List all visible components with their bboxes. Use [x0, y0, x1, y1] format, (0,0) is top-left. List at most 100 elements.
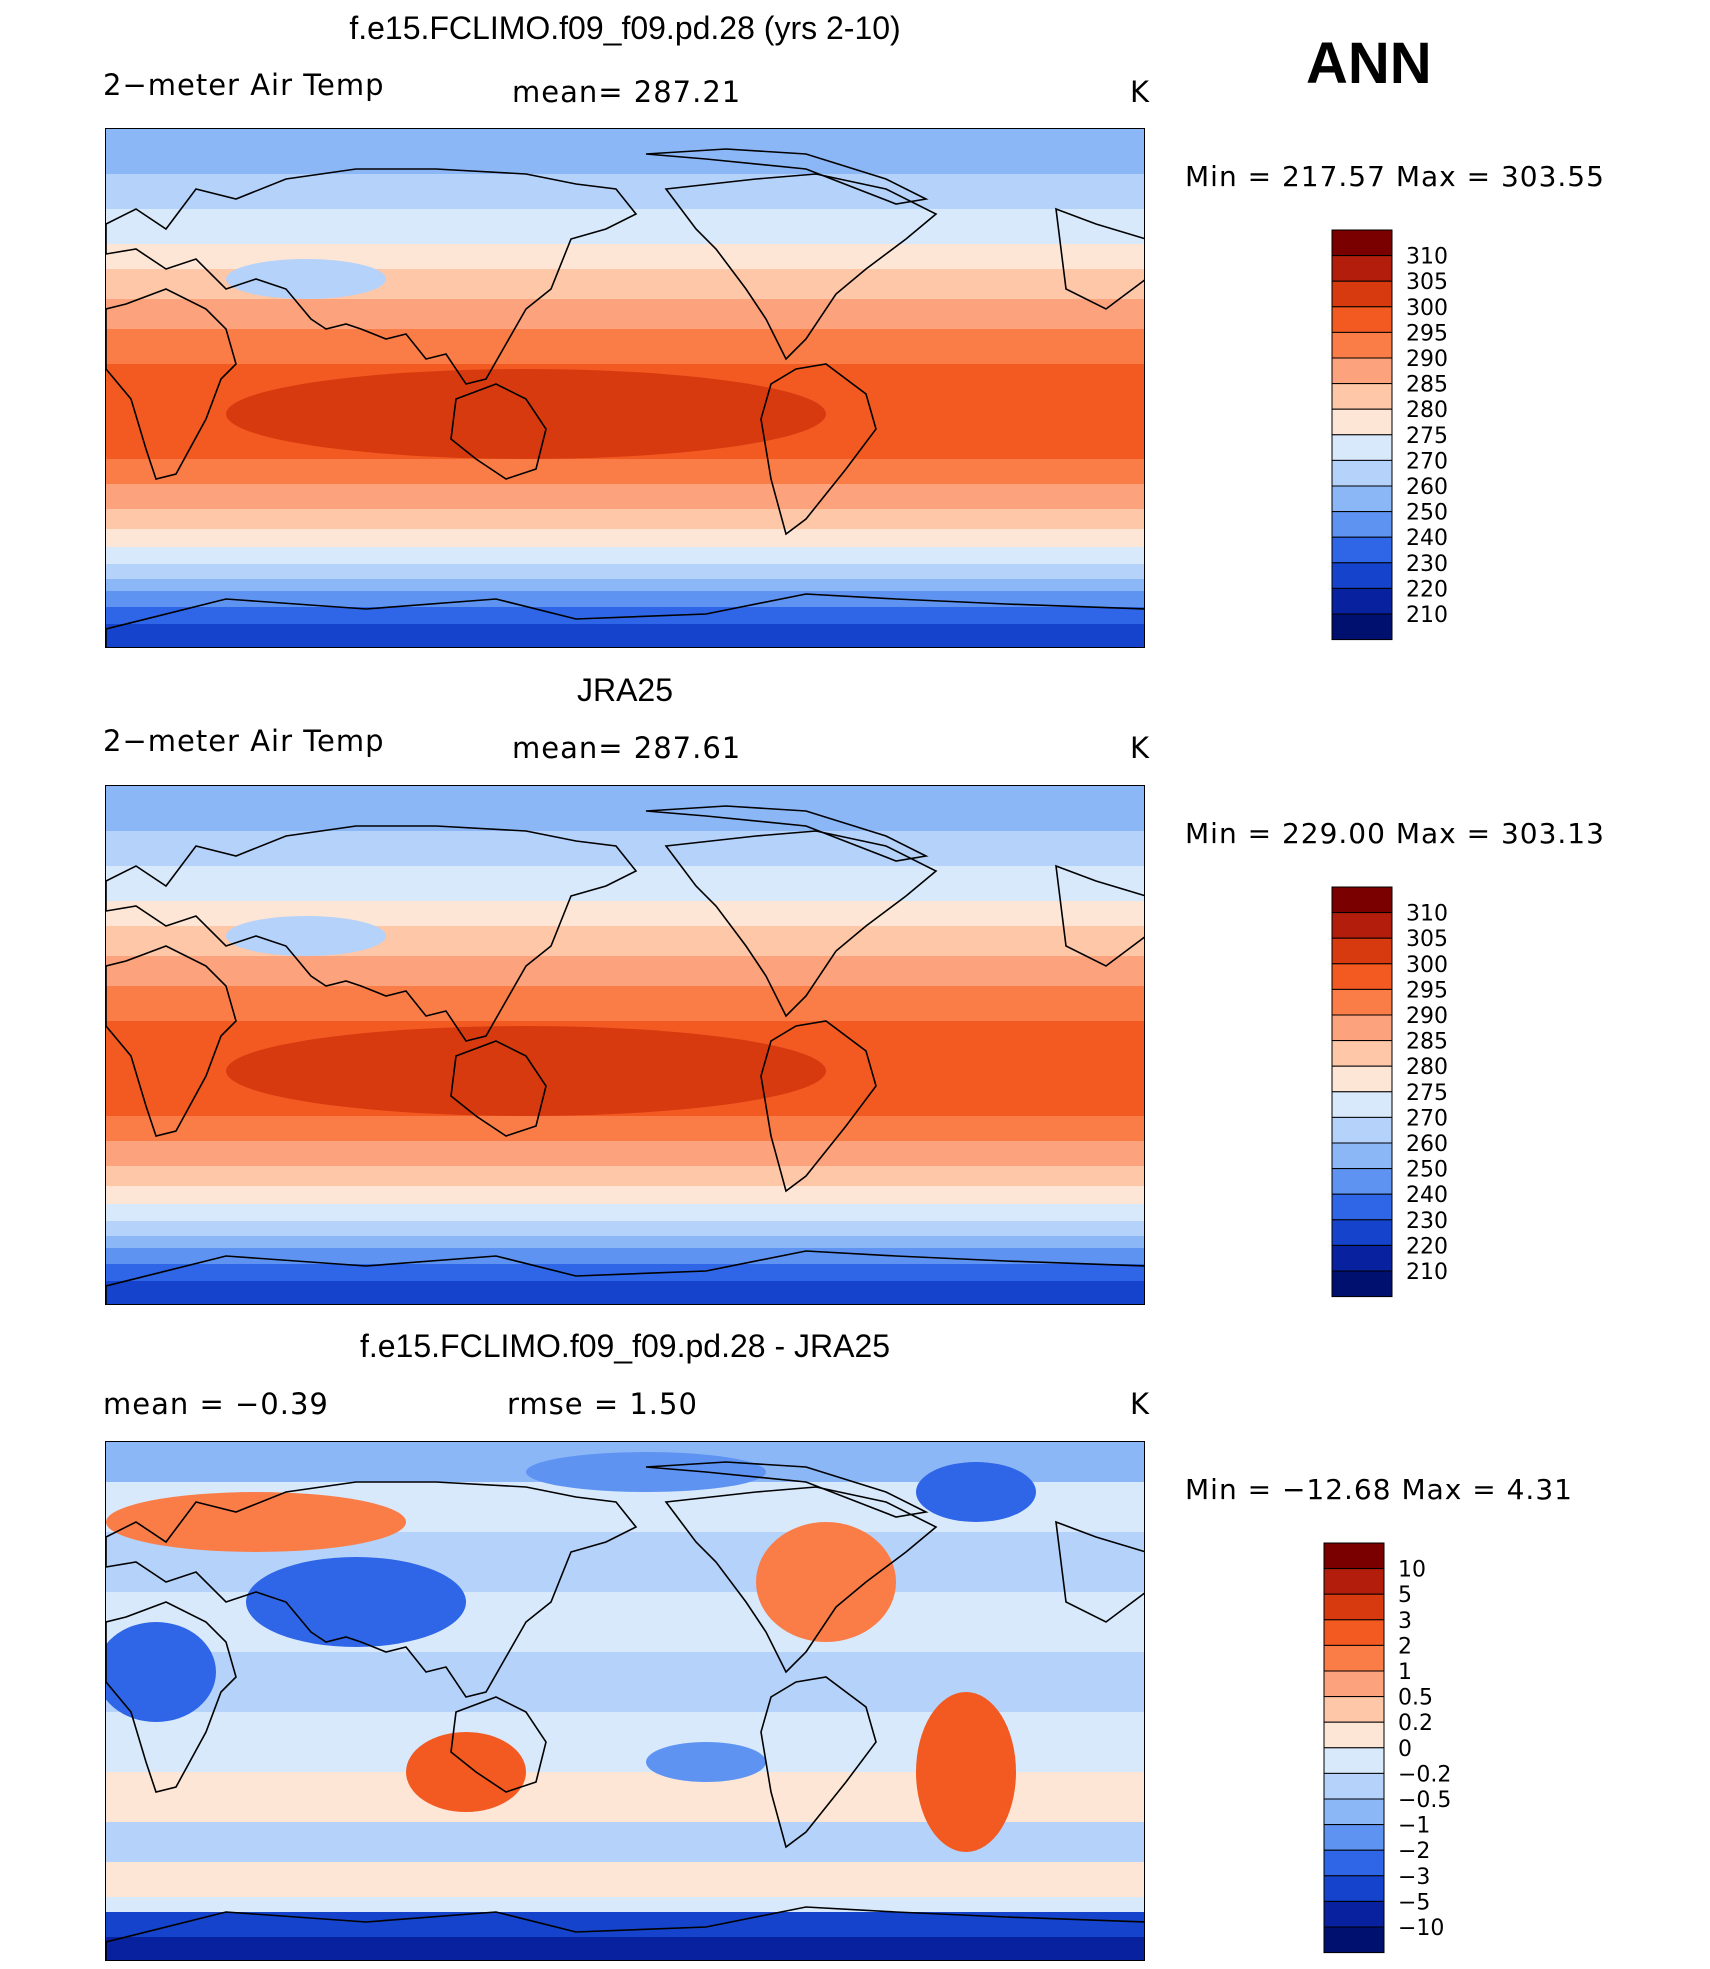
field-band — [106, 1897, 1144, 1913]
coastline-4 — [760, 1020, 877, 1193]
field-band — [106, 484, 1144, 510]
season-label: ANN — [1306, 31, 1432, 96]
colorbar-tick-label: 260 — [1406, 1132, 1448, 1157]
field-band — [106, 529, 1144, 548]
map-obs-field — [106, 786, 1144, 1304]
field-band — [106, 866, 1144, 902]
colorbar-tick-label: 1 — [1398, 1660, 1412, 1685]
colorbar-obs: 310 305 300 295 290 285 280 275 270 260 250 240 230 2… — [1330, 885, 1490, 1298]
colorbar-swatch — [1331, 886, 1393, 914]
colorbar-tick-label: 0 — [1398, 1737, 1412, 1762]
field-band — [106, 1141, 1144, 1167]
anomaly-blob — [646, 1742, 766, 1782]
coastline-2 — [450, 1040, 547, 1137]
colorbar-tick-label: 3 — [1398, 1609, 1412, 1634]
colorbar-swatch — [1323, 1900, 1385, 1928]
map-model-field — [106, 129, 1144, 647]
colorbar-swatch — [1323, 1772, 1385, 1800]
colorbar-tick-label: −0.5 — [1398, 1788, 1451, 1813]
colorbar-swatch — [1331, 963, 1393, 990]
colorbar-swatch — [1331, 1270, 1393, 1298]
field-band — [106, 1204, 1144, 1222]
field-band — [106, 299, 1144, 330]
coastline-1 — [106, 1601, 237, 1793]
colorbar-swatch — [1323, 1721, 1385, 1749]
field-band — [106, 956, 1144, 987]
colorbar-swatch — [1323, 1619, 1385, 1646]
colorbar-swatch — [1331, 280, 1393, 308]
field-band — [106, 1186, 1144, 1205]
colorbar-tick-label: 2 — [1398, 1634, 1412, 1659]
panel-units-label-model: K — [1130, 75, 1151, 109]
colorbar-swatch — [1331, 511, 1393, 538]
colorbar-swatch — [1323, 1542, 1385, 1570]
colorbar-swatch — [1331, 229, 1393, 257]
colorbar-tick-label: 295 — [1406, 321, 1448, 346]
field-band — [106, 786, 1144, 832]
field-band — [106, 1221, 1144, 1237]
colorbar-tick-label: 285 — [1406, 1030, 1448, 1055]
colorbar-swatch — [1331, 331, 1393, 359]
colorbar-tick-label: −1 — [1398, 1814, 1430, 1839]
anomaly-blob — [406, 1732, 526, 1812]
coastline-0 — [106, 825, 638, 1042]
anomaly-blob — [916, 1692, 1016, 1852]
colorbar-swatch — [1331, 408, 1393, 436]
colorbar-swatch — [1331, 1193, 1393, 1221]
colorbar-swatch — [1331, 1040, 1393, 1067]
colorbar-tick-label: −10 — [1398, 1916, 1444, 1941]
field-band — [106, 986, 1144, 1022]
colorbar-swatch — [1331, 613, 1393, 641]
colorbar-tick-label: 240 — [1406, 1183, 1448, 1208]
panel-rmse-label-diff: rmse = 1.50 — [507, 1387, 698, 1421]
map-diff-field — [106, 1442, 1144, 1960]
colorbar-swatch — [1331, 937, 1393, 965]
colorbar-tick-label: 270 — [1406, 449, 1448, 474]
colorbar-tick-label: 250 — [1406, 1158, 1448, 1183]
minmax-model: Min = 217.57 Max = 303.55 — [1185, 160, 1605, 193]
panel-variable-label-obs: 2−meter Air Temp — [103, 724, 385, 758]
colorbar-tick-label: −5 — [1398, 1890, 1430, 1915]
colorbar-tick-label: 270 — [1406, 1106, 1448, 1131]
coastline-5 — [1055, 864, 1144, 967]
anomaly-blob — [106, 1492, 406, 1552]
colorbar-swatch — [1331, 562, 1393, 589]
coastline-7 — [106, 1250, 1144, 1304]
panel-title-model: f.e15.FCLIMO.f09_f09.pd.28 (yrs 2-10) — [349, 10, 901, 46]
field-band — [106, 1862, 1144, 1898]
colorbar-tick-label: 240 — [1406, 526, 1448, 551]
field-band — [106, 607, 1144, 625]
coastline-1 — [106, 945, 237, 1137]
colorbar-swatch — [1323, 1747, 1385, 1774]
coastline-6 — [645, 148, 929, 205]
field-band — [106, 1281, 1144, 1304]
field-band — [106, 1264, 1144, 1282]
coastline-7 — [106, 1906, 1144, 1960]
colorbar-tick-label: 220 — [1406, 577, 1448, 602]
colorbar-tick-label: 300 — [1406, 953, 1448, 978]
panel-units-label-obs: K — [1130, 731, 1151, 765]
minmax-obs: Min = 229.00 Max = 303.13 — [1185, 817, 1605, 850]
colorbar-swatch — [1331, 1168, 1393, 1195]
colorbar-swatch — [1331, 536, 1393, 564]
field-band — [106, 1116, 1144, 1142]
colorbar-swatch — [1331, 459, 1393, 487]
colorbar-swatch — [1331, 255, 1393, 282]
field-band — [106, 579, 1144, 592]
colorbar-tick-label: 10 — [1398, 1558, 1426, 1583]
colorbar-tick-label: 310 — [1406, 902, 1448, 927]
map-obs — [105, 785, 1145, 1305]
coastline-6 — [645, 1461, 929, 1518]
field-band — [106, 1937, 1144, 1960]
colorbar-tick-label: −0.2 — [1398, 1762, 1451, 1787]
map-diff — [105, 1441, 1145, 1961]
minmax-diff: Min = −12.68 Max = 4.31 — [1185, 1473, 1573, 1506]
colorbar-tick-label: 290 — [1406, 1004, 1448, 1029]
panel-title-diff: f.e15.FCLIMO.f09_f09.pd.28 - JRA25 — [359, 1328, 891, 1364]
field-band — [106, 547, 1144, 565]
colorbar-swatch — [1331, 587, 1393, 615]
panel-title-obs: JRA25 — [576, 672, 674, 708]
colorbar-swatch — [1331, 988, 1393, 1016]
colorbar-tick-label: −2 — [1398, 1839, 1430, 1864]
